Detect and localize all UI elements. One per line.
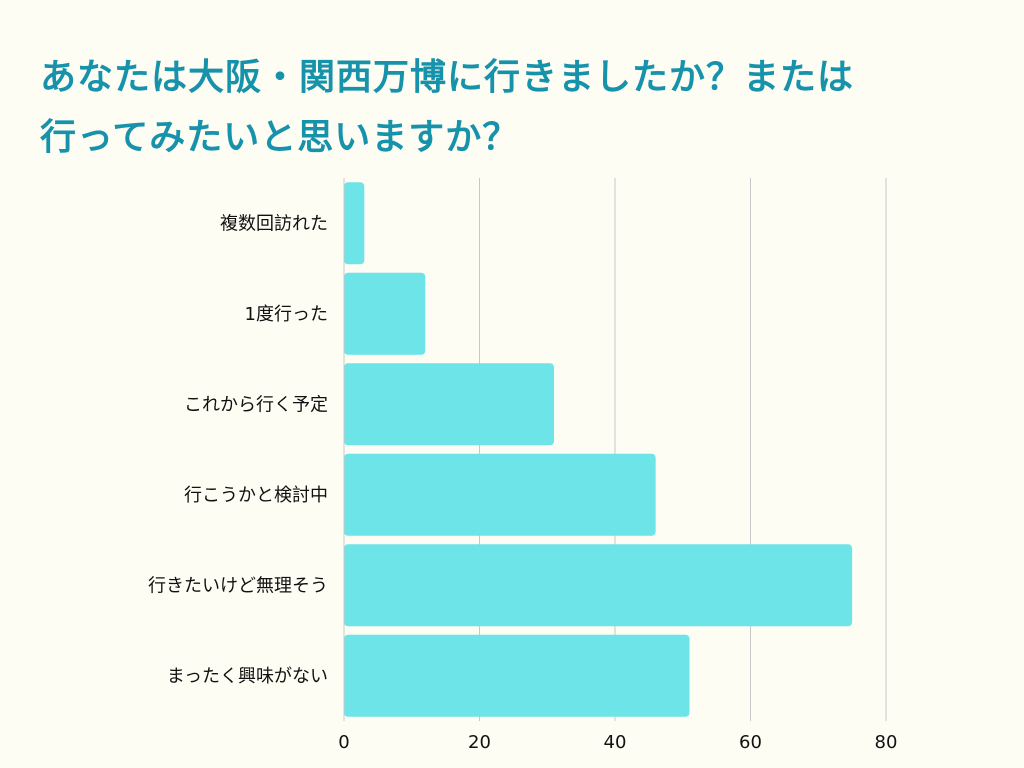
chart-title: あなたは大阪・関西万博に行きましたか？または 行ってみたいと思いますか？ xyxy=(40,48,1000,168)
bar-4 xyxy=(344,453,656,536)
bar-1 xyxy=(344,182,365,265)
x-tick-label: 80 xyxy=(875,732,898,753)
x-tick-label: 20 xyxy=(468,732,491,753)
x-tick-label: 40 xyxy=(604,732,627,753)
chart-title-line-2: 行ってみたいと思いますか？ xyxy=(40,117,520,158)
category-label: これから行く予定 xyxy=(184,394,328,415)
category-label: 行きたいけど無理そう xyxy=(148,575,328,596)
x-tick-label: 60 xyxy=(739,732,762,753)
bar-3 xyxy=(344,363,555,446)
category-label: 1度行った xyxy=(245,304,328,325)
bar-2 xyxy=(344,272,426,355)
x-tick-label: 0 xyxy=(338,732,349,753)
bar-5 xyxy=(344,544,853,627)
category-label: まったく興味がない xyxy=(167,666,328,687)
category-label: 行こうかと検討中 xyxy=(184,485,328,506)
category-label: 複数回訪れた xyxy=(220,213,328,234)
bar-6 xyxy=(344,634,690,717)
chart-title-line-1: あなたは大阪・関西万博に行きましたか？または xyxy=(40,57,855,98)
